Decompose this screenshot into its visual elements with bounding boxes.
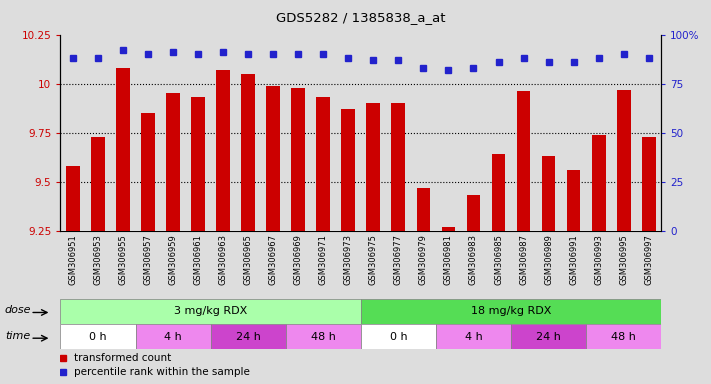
- Text: GSM306951: GSM306951: [68, 234, 77, 285]
- Text: 48 h: 48 h: [611, 332, 636, 342]
- Text: dose: dose: [5, 305, 31, 315]
- Bar: [417, 188, 430, 231]
- Bar: [617, 89, 631, 231]
- Text: GSM306991: GSM306991: [569, 234, 578, 285]
- Text: GSM306973: GSM306973: [344, 234, 353, 285]
- Bar: [366, 103, 380, 231]
- Text: GSM306967: GSM306967: [269, 234, 278, 285]
- Text: GSM306965: GSM306965: [244, 234, 252, 285]
- Text: GSM306977: GSM306977: [394, 234, 403, 285]
- Text: GSM306983: GSM306983: [469, 234, 478, 285]
- Text: GSM306957: GSM306957: [144, 234, 153, 285]
- Bar: [136, 324, 210, 349]
- Text: 3 mg/kg RDX: 3 mg/kg RDX: [174, 306, 247, 316]
- Bar: [592, 135, 606, 231]
- Text: 24 h: 24 h: [236, 332, 261, 342]
- Bar: [642, 137, 656, 231]
- Bar: [60, 299, 360, 324]
- Bar: [511, 324, 586, 349]
- Bar: [392, 103, 405, 231]
- Bar: [141, 113, 155, 231]
- Text: GSM306975: GSM306975: [369, 234, 378, 285]
- Text: 48 h: 48 h: [311, 332, 336, 342]
- Bar: [442, 227, 455, 231]
- Text: GSM306971: GSM306971: [319, 234, 328, 285]
- Text: GSM306989: GSM306989: [544, 234, 553, 285]
- Text: 4 h: 4 h: [164, 332, 182, 342]
- Bar: [292, 88, 305, 231]
- Text: 0 h: 0 h: [89, 332, 107, 342]
- Text: time: time: [5, 331, 30, 341]
- Text: GSM306979: GSM306979: [419, 234, 428, 285]
- Bar: [216, 70, 230, 231]
- Text: GSM306959: GSM306959: [169, 234, 178, 285]
- Bar: [491, 154, 506, 231]
- Bar: [466, 195, 481, 231]
- Bar: [286, 324, 360, 349]
- Text: GSM306987: GSM306987: [519, 234, 528, 285]
- Bar: [91, 137, 105, 231]
- Text: 0 h: 0 h: [390, 332, 407, 342]
- Text: GSM306961: GSM306961: [193, 234, 203, 285]
- Text: GSM306963: GSM306963: [219, 234, 228, 285]
- Text: transformed count: transformed count: [74, 353, 171, 363]
- Text: GSM306997: GSM306997: [644, 234, 653, 285]
- Text: 18 mg/kg RDX: 18 mg/kg RDX: [471, 306, 551, 316]
- Text: 24 h: 24 h: [536, 332, 561, 342]
- Text: percentile rank within the sample: percentile rank within the sample: [74, 367, 250, 377]
- Bar: [191, 98, 205, 231]
- Text: GSM306995: GSM306995: [619, 234, 629, 285]
- Bar: [210, 324, 286, 349]
- Bar: [60, 324, 136, 349]
- Bar: [267, 86, 280, 231]
- Bar: [586, 324, 661, 349]
- Bar: [517, 91, 530, 231]
- Bar: [241, 74, 255, 231]
- Text: GDS5282 / 1385838_a_at: GDS5282 / 1385838_a_at: [276, 12, 446, 25]
- Text: GSM306969: GSM306969: [294, 234, 303, 285]
- Bar: [116, 68, 130, 231]
- Text: GSM306955: GSM306955: [119, 234, 127, 285]
- Text: GSM306993: GSM306993: [594, 234, 603, 285]
- Bar: [436, 324, 511, 349]
- Text: GSM306985: GSM306985: [494, 234, 503, 285]
- Bar: [66, 166, 80, 231]
- Bar: [360, 299, 661, 324]
- Bar: [166, 93, 180, 231]
- Bar: [542, 156, 555, 231]
- Bar: [316, 98, 330, 231]
- Bar: [567, 170, 580, 231]
- Text: GSM306953: GSM306953: [93, 234, 102, 285]
- Text: GSM306981: GSM306981: [444, 234, 453, 285]
- Bar: [360, 324, 436, 349]
- Text: 4 h: 4 h: [464, 332, 482, 342]
- Bar: [341, 109, 356, 231]
